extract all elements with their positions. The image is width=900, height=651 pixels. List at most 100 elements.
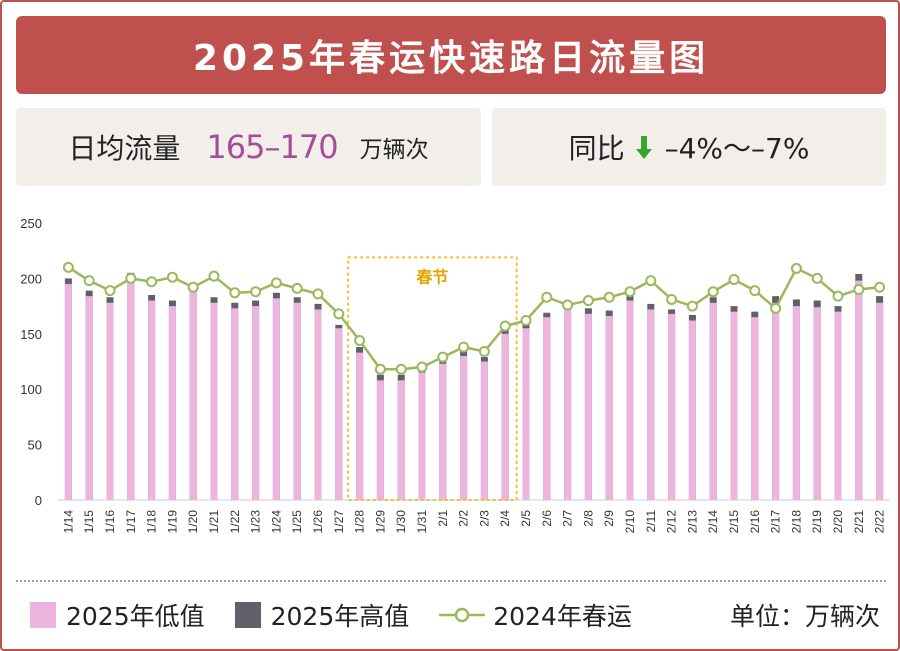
x-tick-label: 1/19	[165, 510, 179, 534]
line-point-2024	[62, 261, 74, 273]
traffic-chart: 0 50 100 150 200 250 春节 1/14 1/15 1/16 1/17 1/18 1/1…	[20, 216, 890, 534]
bar-low	[772, 302, 780, 500]
spring-festival-label: 春节	[415, 267, 448, 286]
x-tick-label: 1/25	[290, 510, 304, 534]
bar-low	[751, 317, 759, 500]
x-tick-label: 2/10	[623, 510, 637, 534]
legend-swatch-line	[439, 607, 486, 623]
bar-low	[85, 296, 93, 500]
line-point-2024	[666, 293, 678, 305]
legend-swatch-high	[234, 602, 261, 628]
line-point-2024	[811, 272, 823, 284]
line-point-2024	[458, 341, 470, 353]
line-point-2024	[749, 285, 761, 297]
line-point-2024	[374, 363, 386, 375]
line-point-2024	[728, 274, 740, 286]
bar-low	[397, 380, 405, 500]
x-tick-label: 1/17	[124, 510, 138, 534]
bar-low	[605, 316, 613, 500]
x-tick-label: 2/2	[457, 510, 471, 527]
x-tick-label: 2/13	[685, 510, 699, 534]
line-point-2024	[291, 282, 303, 294]
yoy-label: 同比	[568, 132, 625, 165]
x-tick-label: 2/6	[540, 510, 554, 527]
x-tick-label: 2/16	[748, 510, 762, 534]
x-tick-label: 1/26	[311, 510, 325, 534]
line-point-2024	[541, 291, 553, 303]
daily-average-card: 日均流量 165–170 万辆次	[16, 108, 481, 186]
x-tick-label: 1/31	[415, 510, 429, 534]
unit-label: 单位：万辆次	[729, 602, 880, 631]
bar-low	[813, 307, 821, 500]
line-point-2024	[229, 287, 241, 299]
y-tick-label: 100	[20, 382, 42, 397]
bar-low	[834, 311, 842, 500]
bar-low	[314, 309, 322, 500]
bar-low	[626, 300, 634, 500]
line-point-2024	[686, 300, 698, 312]
legend-item-high: 2025年高值	[234, 597, 409, 633]
bar-low	[876, 302, 884, 500]
line-point-2024	[208, 270, 220, 282]
x-tick-label: 1/18	[145, 510, 159, 534]
line-point-2024	[146, 276, 158, 288]
bar-low	[522, 328, 530, 500]
line-point-2024	[395, 363, 407, 375]
line-point-2024	[187, 281, 199, 293]
x-tick-label: 2/9	[602, 510, 616, 527]
daily-average-unit: 万辆次	[359, 137, 429, 163]
x-tick-label: 2/1	[436, 510, 450, 527]
bar-low	[792, 306, 800, 500]
line-point-2024	[104, 285, 116, 297]
line-point-2024	[166, 271, 178, 283]
x-tick-label: 2/11	[644, 510, 658, 533]
x-tick-label: 2/15	[727, 510, 741, 534]
legend: 2025年低值 2025年高值 2024年春运 单位：万辆次	[30, 595, 880, 635]
bar-low	[688, 320, 696, 500]
line-point-2024	[707, 286, 719, 298]
x-tick-label: 2/5	[519, 510, 533, 527]
line-point-2024	[250, 286, 262, 298]
bar-low	[855, 280, 863, 500]
y-tick-label: 250	[20, 216, 42, 231]
x-tick-label: 2/12	[665, 510, 679, 534]
line-point-2024	[853, 283, 865, 295]
bar-low	[439, 363, 447, 500]
line-point-2024	[520, 315, 532, 327]
down-arrow-icon	[635, 134, 653, 160]
x-tick-label: 1/15	[82, 510, 96, 534]
line-point-2024	[478, 346, 490, 358]
line-point-2024	[624, 286, 636, 298]
bar-low	[106, 302, 114, 500]
bar-low	[231, 308, 239, 500]
line-point-2024	[270, 277, 282, 289]
line-point-2024	[333, 308, 345, 320]
bar-low	[460, 355, 468, 500]
x-tick-label: 1/24	[269, 510, 283, 534]
bar-low	[252, 306, 260, 500]
yoy-value: –4%～–7%	[664, 132, 810, 165]
bar-low	[127, 278, 135, 500]
x-tick-label: 2/19	[810, 510, 824, 534]
x-tick-label: 1/27	[332, 510, 346, 534]
daily-average-value: 165–170	[206, 128, 338, 166]
bar-low	[335, 328, 343, 500]
legend-item-low: 2025年低值	[30, 597, 205, 633]
series-line-2024	[67, 266, 880, 371]
x-tick-label: 1/20	[186, 510, 200, 534]
bar-low	[584, 313, 592, 500]
legend-label-line: 2024年春运	[493, 602, 632, 631]
bar-low	[64, 283, 72, 500]
x-tick-label: 1/28	[353, 510, 367, 534]
bar-low	[480, 361, 488, 500]
spring-festival-box	[347, 256, 518, 501]
x-tick-label: 2/18	[789, 510, 803, 534]
line-point-2024	[354, 334, 366, 346]
line-point-2024	[562, 299, 574, 311]
bar-low	[210, 302, 218, 500]
legend-item-line: 2024年春运	[439, 597, 632, 633]
bar-low	[272, 298, 280, 500]
bar-low	[564, 307, 572, 500]
x-tick-label: 2/7	[561, 510, 575, 527]
